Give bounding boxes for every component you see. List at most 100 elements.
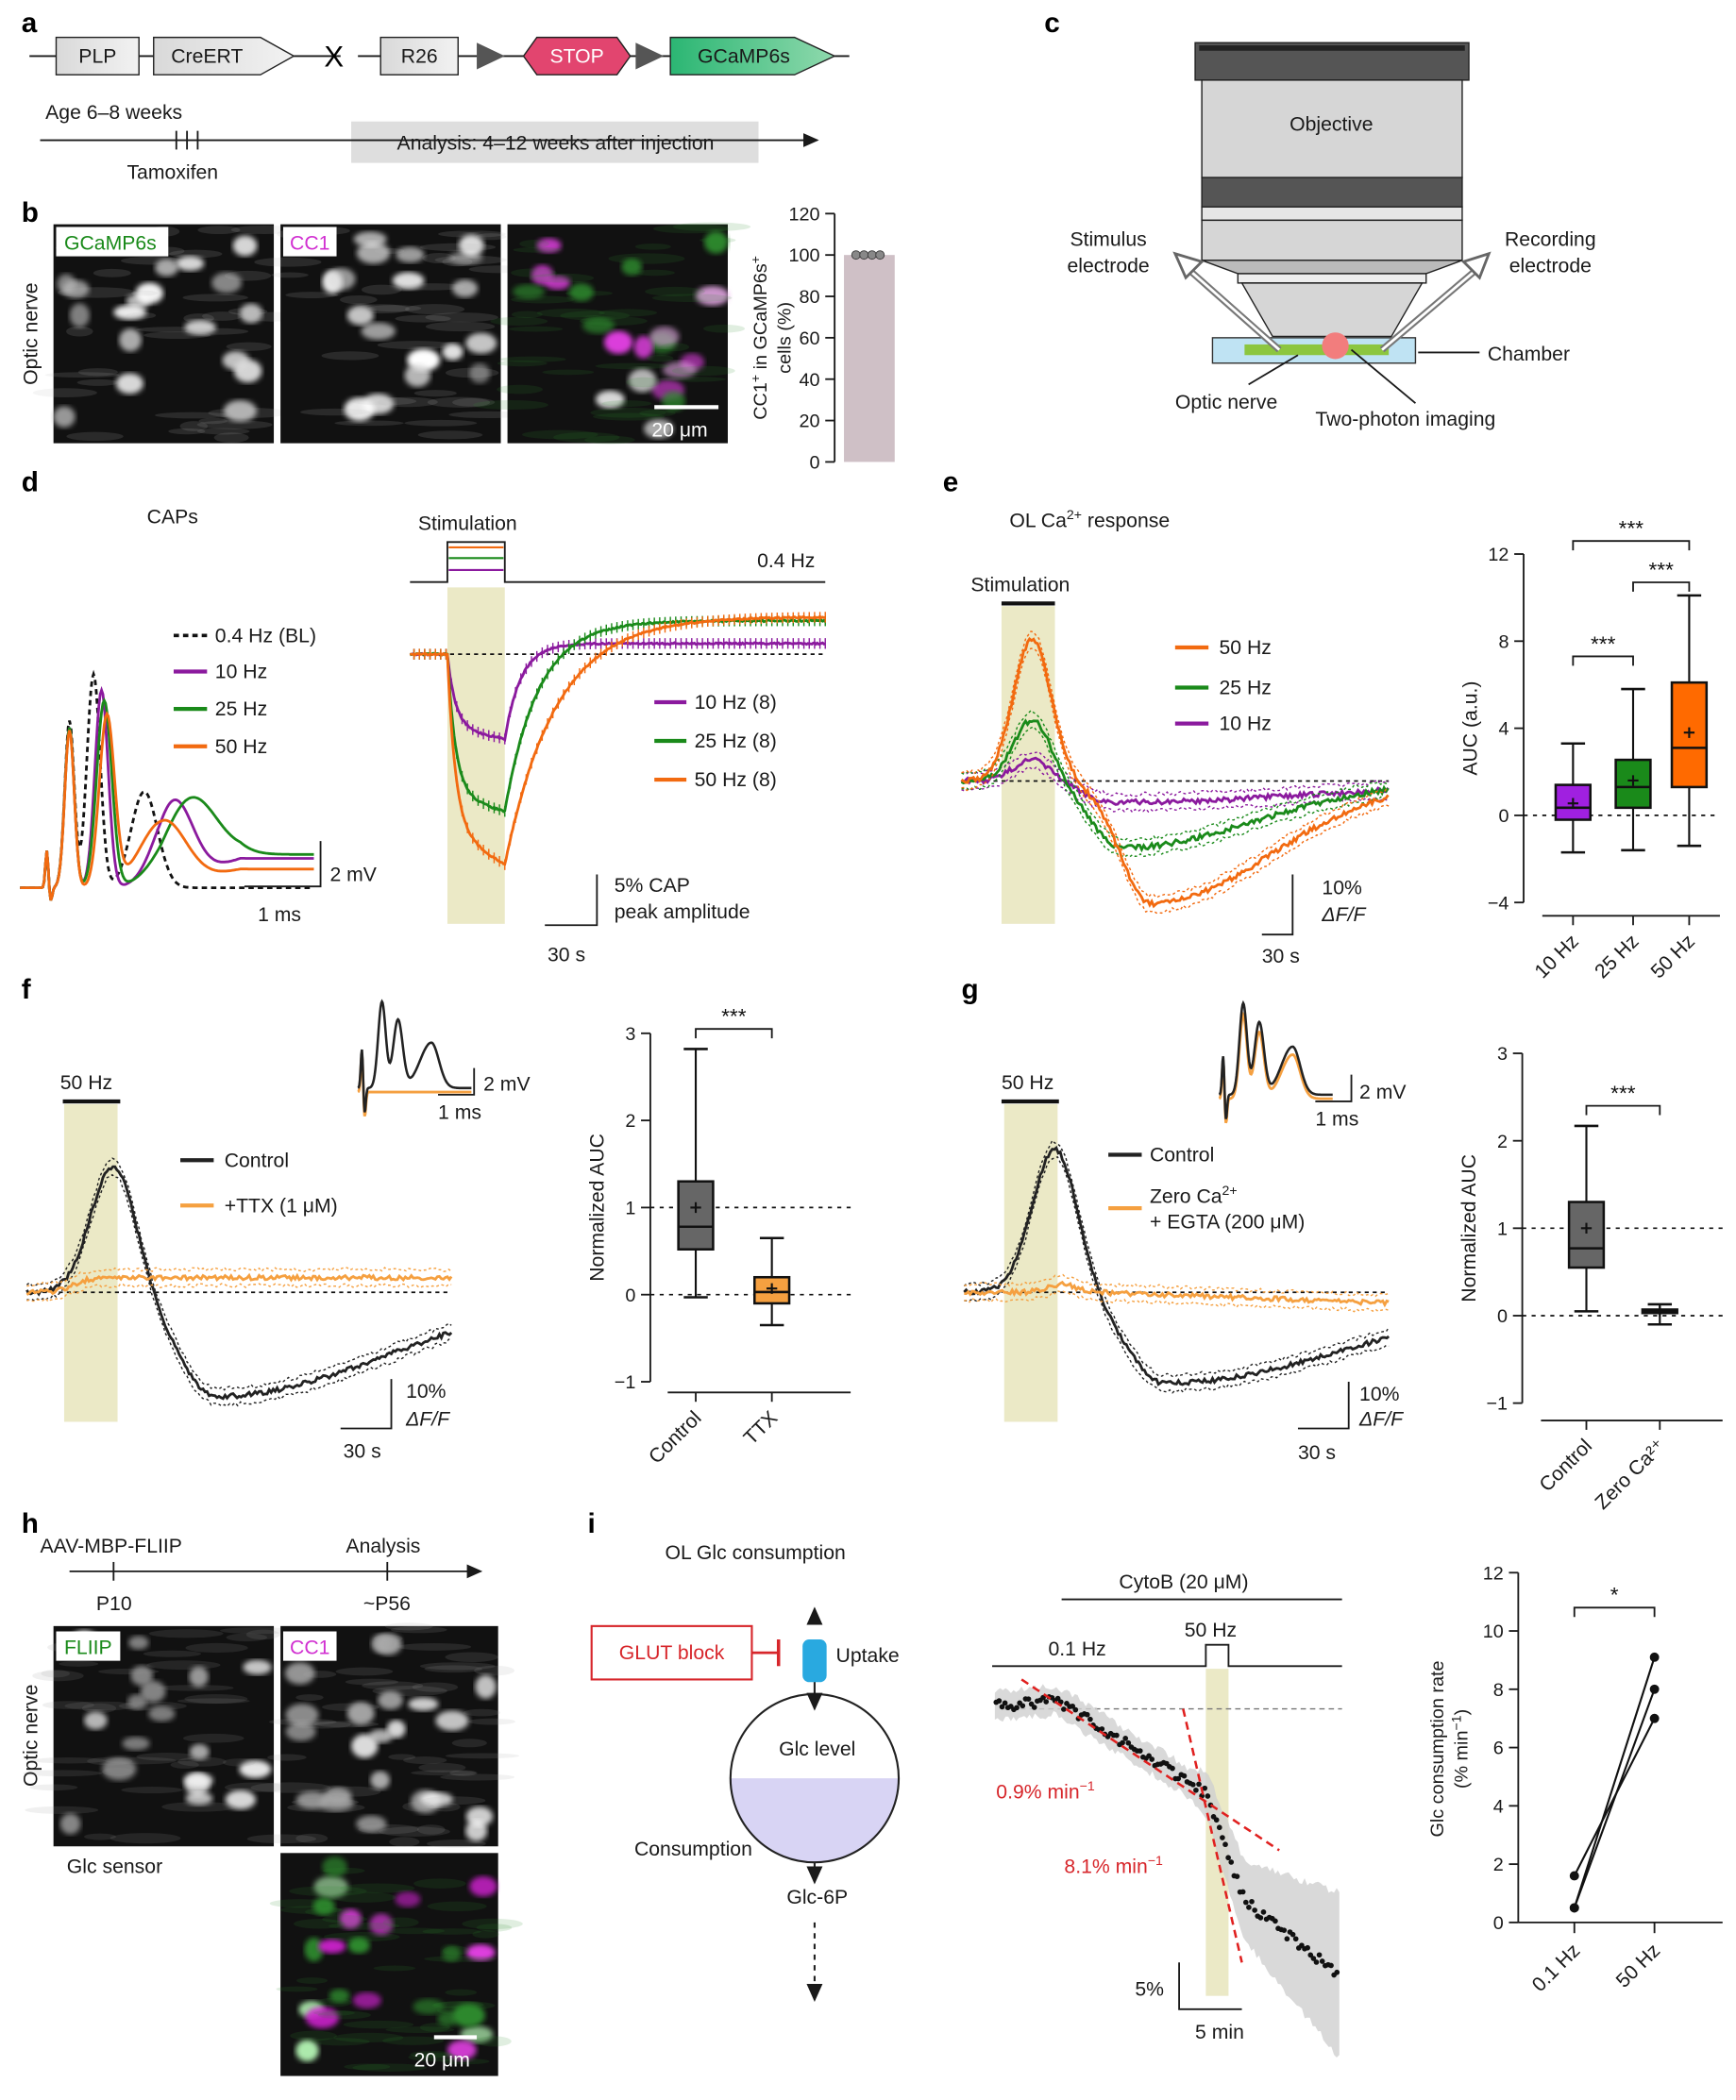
sem-band-lower xyxy=(961,647,1390,915)
scale-bar-v-label: 10% xyxy=(1359,1384,1400,1405)
process-texture xyxy=(374,1634,403,1642)
data-point xyxy=(1114,1732,1120,1739)
legend-label: 10 Hz (8) xyxy=(695,692,777,714)
cell-body xyxy=(69,303,90,328)
process-texture xyxy=(168,428,206,435)
cc1-image-label: CC1 xyxy=(290,1638,329,1659)
process-texture xyxy=(529,273,595,283)
recording-label-2: electrode xyxy=(1509,256,1592,277)
process-texture xyxy=(660,343,690,352)
pair-line xyxy=(1573,1688,1656,1908)
legend-label: 25 Hz (8) xyxy=(695,731,777,752)
process-texture xyxy=(246,1834,316,1844)
fit-line-slow xyxy=(1020,1678,1280,1852)
legend-label: Zero Ca2+ xyxy=(1150,1183,1238,1207)
significance-bracket xyxy=(1572,655,1634,666)
p10-label: P10 xyxy=(96,1593,132,1615)
process-texture xyxy=(425,312,498,323)
stop-label: STOP xyxy=(549,45,603,67)
data-point xyxy=(1289,1931,1296,1938)
bar xyxy=(844,255,895,462)
cc1-image-label: CC1 xyxy=(290,233,329,255)
scale-bar xyxy=(1178,1962,1242,2010)
process-texture xyxy=(126,311,157,319)
glut-block-label: GLUT block xyxy=(619,1642,725,1664)
process-texture xyxy=(170,1760,199,1769)
process-texture xyxy=(293,1919,346,1929)
y-tick-label: 20 xyxy=(800,412,820,432)
cell-body xyxy=(318,1939,346,1954)
process-texture xyxy=(451,1739,487,1748)
cell-body xyxy=(189,1743,210,1760)
data-point xyxy=(1213,1817,1220,1823)
scale-bar-label: 20 μm xyxy=(651,420,707,442)
scale-bar-h-label: 1 ms xyxy=(258,904,301,926)
process-texture xyxy=(185,1642,248,1654)
cell-body xyxy=(545,276,571,290)
cell-body xyxy=(305,2007,340,2029)
gcamp-label: GCaMP6s xyxy=(698,45,790,67)
box-control xyxy=(1567,1201,1606,1269)
process-texture xyxy=(639,410,676,417)
data-point xyxy=(1649,1652,1660,1662)
cell-body xyxy=(568,283,594,302)
y-tick-label: 100 xyxy=(789,245,820,266)
process-texture xyxy=(633,269,675,277)
cc1-micrograph xyxy=(254,224,531,444)
scale-bar-h-label: 30 s xyxy=(1298,1442,1336,1464)
sem-band-upper xyxy=(961,630,1390,899)
cap-trace-50hz xyxy=(20,711,314,901)
process-texture xyxy=(32,1670,84,1682)
plp-box xyxy=(55,36,140,76)
process-texture xyxy=(498,356,566,362)
process-texture xyxy=(102,1767,134,1776)
process-texture xyxy=(584,435,635,445)
process-texture xyxy=(340,1883,415,1893)
scale-bar-h-label: 5 min xyxy=(1195,2022,1244,2043)
process-texture xyxy=(513,246,562,253)
data-point xyxy=(1313,1959,1320,1965)
data-point xyxy=(1239,1889,1246,1895)
significance-bracket xyxy=(695,1028,773,1039)
process-texture xyxy=(646,354,674,362)
process-texture xyxy=(400,283,465,291)
cell-body xyxy=(581,317,615,334)
scale-bar xyxy=(244,841,322,888)
cell-body xyxy=(102,1757,137,1781)
cell-body xyxy=(322,1856,347,1877)
data-point xyxy=(1205,1793,1211,1799)
cell-body xyxy=(442,1945,462,1962)
y-tick-label: 2 xyxy=(1493,1855,1504,1875)
process-texture xyxy=(421,1796,486,1806)
process-texture xyxy=(293,1721,351,1729)
gcamp-arrow xyxy=(669,36,836,76)
legend-label: Control xyxy=(225,1150,289,1171)
glc-consumption-title: OL Glc consumption xyxy=(665,1542,845,1564)
stimulation-protocol xyxy=(410,541,826,583)
process-texture xyxy=(671,365,735,377)
inset-scale-bar xyxy=(1315,1074,1353,1102)
process-texture xyxy=(542,369,595,376)
virus-label: AAV-MBP-FLIIP xyxy=(41,1536,182,1557)
cell-body xyxy=(313,1875,348,1898)
process-texture xyxy=(198,417,228,425)
chamber-label: Chamber xyxy=(1488,344,1570,365)
panel-h: h AAV-MBP-FLIIP Analysis P10 ~P56 Optic … xyxy=(21,1508,523,2076)
process-texture xyxy=(323,1932,400,1942)
scale-bar-v-label-2: peak amplitude xyxy=(615,901,750,923)
process-texture xyxy=(143,331,211,340)
cc1-label-bg xyxy=(282,227,337,257)
scale-bar-v-label: 2 mV xyxy=(329,865,377,886)
cell-body xyxy=(189,1666,209,1688)
cell-body xyxy=(285,1704,319,1726)
glucose-transporter-icon xyxy=(802,1638,827,1683)
stimulation-label: Stimulation xyxy=(418,513,517,535)
ttx-box-plot: −1 0 1 2 3 Control TTX *** Normalized AUC xyxy=(586,1005,851,1468)
significance-label: * xyxy=(1610,1584,1619,1607)
process-texture xyxy=(424,1665,483,1673)
process-texture xyxy=(441,2058,490,2065)
stimulation-shade xyxy=(1001,606,1055,924)
data-point xyxy=(1234,1873,1240,1879)
data-point xyxy=(1014,1705,1020,1711)
